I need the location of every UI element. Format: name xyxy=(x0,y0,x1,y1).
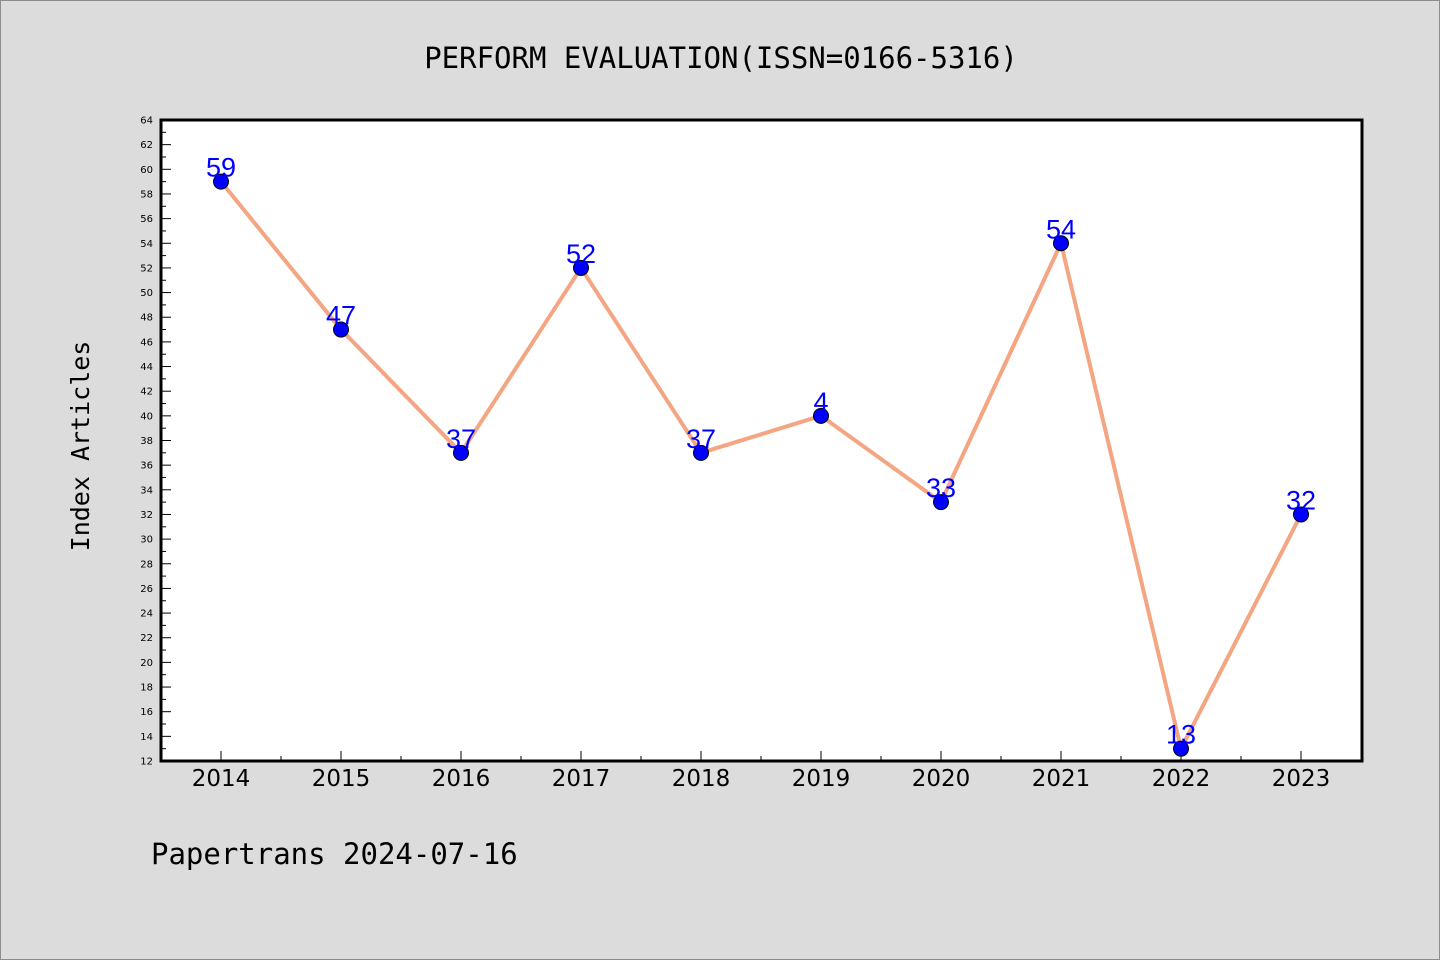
y-tick-label: 48 xyxy=(140,313,153,324)
x-axis: 2014 2015 2016 2017 2018 2019 2020 2021 2022 2023 xyxy=(192,751,1331,792)
y-tick-label: 16 xyxy=(140,707,153,718)
footer-text: Papertrans 2024-07-16 xyxy=(151,837,518,871)
data-label: 4 xyxy=(813,387,828,417)
data-point xyxy=(813,407,829,424)
y-tick-label: 60 xyxy=(140,165,153,176)
x-tick-label: 2016 xyxy=(432,766,491,792)
y-tick-label: 54 xyxy=(140,239,153,250)
data-label: 52 xyxy=(566,239,596,269)
y-tick-label: 56 xyxy=(140,214,153,225)
y-tick-label: 62 xyxy=(140,140,153,151)
data-point xyxy=(1293,506,1309,523)
series-layer: 59 47 37 52 37 4 33 54 13 32 xyxy=(206,153,1316,757)
data-point xyxy=(1173,740,1189,757)
y-tick-label: 20 xyxy=(140,658,153,669)
data-label: 32 xyxy=(1286,485,1316,515)
data-point xyxy=(453,444,469,461)
data-label: 37 xyxy=(446,424,476,454)
data-point xyxy=(933,494,949,511)
data-label: 59 xyxy=(206,153,236,183)
y-tick-label: 42 xyxy=(140,387,153,398)
x-tick-label: 2020 xyxy=(912,766,971,792)
x-tick-label: 2015 xyxy=(312,766,371,792)
data-point xyxy=(573,259,589,276)
y-tick-label: 30 xyxy=(140,535,153,546)
y-tick-label: 18 xyxy=(140,683,153,694)
x-tick-label: 2023 xyxy=(1272,766,1331,792)
y-tick-label: 36 xyxy=(140,461,153,472)
x-tick-label: 2021 xyxy=(1032,766,1091,792)
plot-frame xyxy=(159,118,1364,763)
y-tick-label: 44 xyxy=(140,362,153,373)
y-tick-label: 12 xyxy=(140,757,153,768)
y-tick-label: 46 xyxy=(140,337,153,348)
x-tick-label: 2017 xyxy=(552,766,611,792)
y-tick-label: 26 xyxy=(140,584,153,595)
x-tick-label: 2022 xyxy=(1152,766,1211,792)
y-tick-label: 50 xyxy=(140,288,153,299)
y-tick-label: 38 xyxy=(140,436,153,447)
y-tick-label: 34 xyxy=(140,485,153,496)
y-tick-label: 22 xyxy=(140,633,153,644)
y-tick-label: 52 xyxy=(140,263,153,274)
series-line xyxy=(219,179,1303,751)
data-label: 13 xyxy=(1166,720,1196,750)
x-tick-label: 2019 xyxy=(792,766,851,792)
data-label: 33 xyxy=(926,473,956,503)
x-tick-label: 2018 xyxy=(672,766,731,792)
x-tick-label: 2014 xyxy=(192,766,251,792)
y-tick-label: 58 xyxy=(140,189,153,200)
y-tick-label: 32 xyxy=(140,510,153,521)
data-point xyxy=(693,444,709,461)
data-label: 37 xyxy=(686,424,716,454)
y-tick-label: 28 xyxy=(140,559,153,570)
y-tick-label: 40 xyxy=(140,411,153,422)
y-axis-label: Index Articles xyxy=(66,341,95,552)
plot-area xyxy=(161,120,1362,761)
chart-title: PERFORM EVALUATION(ISSN=0166-5316) xyxy=(424,41,1018,75)
y-axis: 12 14 16 18 20 22 24 26 28 30 32 34 36 38 40 42 44 46 48 50… xyxy=(140,116,171,768)
y-tick-label: 64 xyxy=(140,116,153,127)
y-tick-label: 24 xyxy=(140,609,153,620)
data-point xyxy=(213,173,229,190)
data-label: 54 xyxy=(1046,214,1076,244)
data-point xyxy=(1053,235,1069,252)
y-tick-label: 14 xyxy=(140,732,153,743)
data-point xyxy=(333,321,349,338)
data-label: 47 xyxy=(326,301,356,331)
